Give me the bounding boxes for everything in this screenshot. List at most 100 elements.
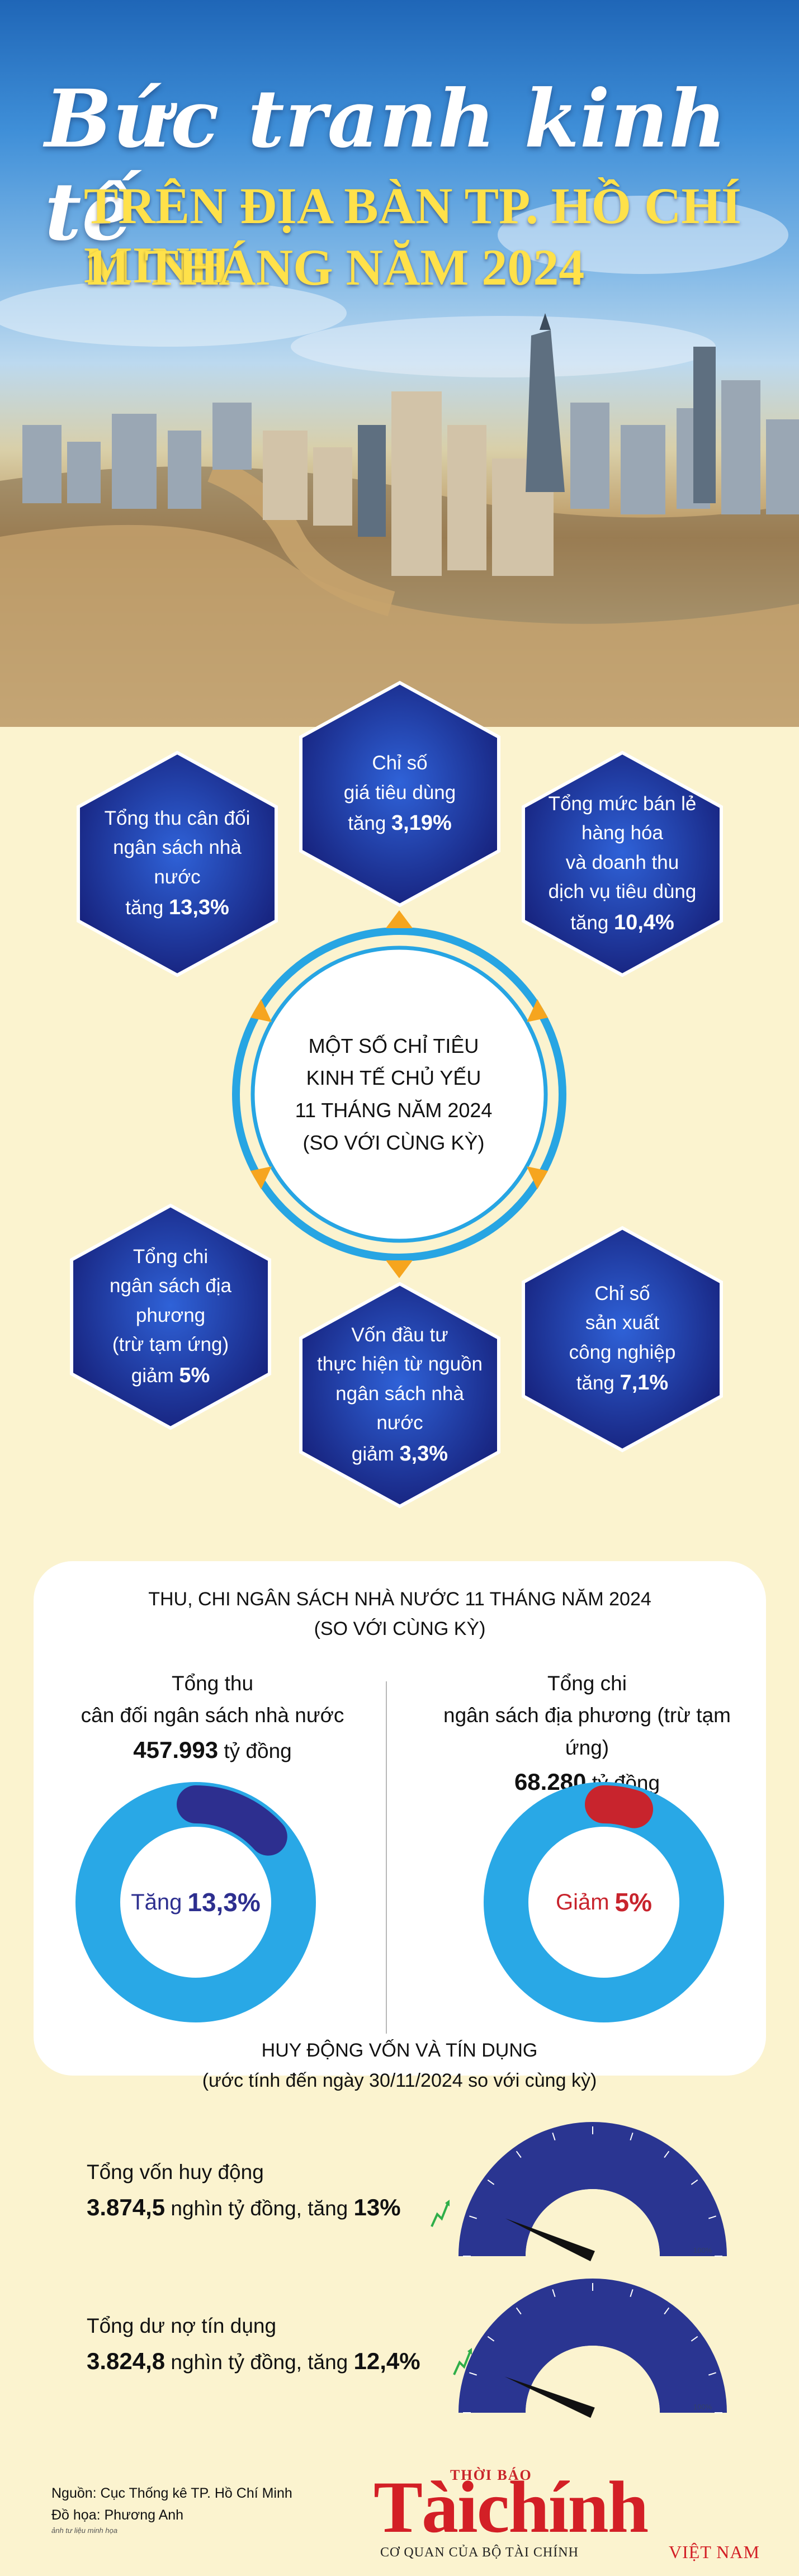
mobilized-gauge-tick	[708, 2215, 716, 2219]
loans-gauge-tick	[630, 2289, 633, 2297]
spending-donut: Giảm 5%	[475, 1774, 732, 2031]
hex-retail-line-1: Tổng mức bán lẻ	[548, 792, 697, 815]
hex-retail-line-3: và doanh thu	[565, 851, 679, 873]
hex-revenue-prefix: tăng	[125, 897, 164, 919]
revenue-label: Tổng thu cân đối ngân sách nhà nước 457.…	[56, 1667, 369, 1768]
mobilized-gauge-tick	[469, 2215, 477, 2219]
budget-title-line-1: THU, CHI NGÂN SÁCH NHÀ NƯỚC 11 THÁNG NĂM…	[148, 1589, 651, 1610]
hex-spending-line-2: ngân sách địa phương	[110, 1275, 231, 1326]
loans-unit: nghìn tỷ đồng, tăng	[171, 2351, 348, 2374]
hex-industry: Chỉ số sản xuất công nghiệp tăng 7,1%	[513, 1225, 731, 1454]
loans-gauge-tick	[664, 2307, 670, 2315]
revenue-change-value: 13,3%	[187, 1888, 261, 1917]
mobilized-change: 13%	[353, 2194, 401, 2221]
mobilized-gauge-tick	[691, 2179, 698, 2185]
indicator-ring	[232, 910, 566, 1278]
center-line-1: MỘT SỐ CHỈ TIÊU	[308, 1034, 479, 1057]
city-skyline-illustration	[0, 196, 799, 727]
loans-gauge-needle	[504, 2376, 595, 2418]
loans-label: Tổng dư nợ tín dụng	[87, 2314, 277, 2337]
center-line-3: 11 THÁNG NĂM 2024	[295, 1099, 493, 1122]
loans-gauge-tick	[552, 2289, 556, 2297]
hex-industry-prefix: tăng	[576, 1372, 614, 1395]
spending-donut-segment	[585, 1785, 654, 1828]
hex-investment-prefix: giảm	[351, 1443, 394, 1465]
mobilized-gauge-tick	[664, 2150, 670, 2158]
publisher-logo-sub: CƠ QUAN CỦA BỘ TÀI CHÍNH	[380, 2545, 579, 2560]
mobilized-gauge-tick	[630, 2133, 633, 2140]
arrow-upleft-icon	[250, 999, 272, 1022]
hex-investment-value: 3,3%	[399, 1441, 448, 1466]
budget-panel: THU, CHI NGÂN SÁCH NHÀ NƯỚC 11 THÁNG NĂM…	[34, 1561, 766, 2076]
arrow-up-icon	[386, 910, 413, 928]
hex-spending-line-3: (trừ tạm ứng)	[112, 1334, 229, 1355]
publisher-logo-vn: VIỆT NAM	[669, 2542, 760, 2562]
revenue-donut-segment	[177, 1785, 287, 1856]
loans-scale-max: 100%	[693, 2403, 712, 2411]
arrow-downleft-icon	[250, 1166, 272, 1189]
hex-retail-value: 10,4%	[614, 910, 674, 934]
loans-change: 12,4%	[353, 2348, 420, 2375]
center-line-2: KINH TẾ CHỦ YẾU	[306, 1066, 481, 1090]
hex-cpi-value: 3,19%	[391, 811, 452, 835]
budget-title: THU, CHI NGÂN SÁCH NHÀ NƯỚC 11 THÁNG NĂM…	[34, 1585, 766, 1643]
source-text: Nguồn: Cục Thống kê TP. Hồ Chí Minh	[51, 2485, 292, 2501]
revenue-donut: Tăng 13,3%	[67, 1774, 324, 2031]
mobilized-gauge-needle	[505, 2218, 595, 2262]
mobilized-gauge-tick	[487, 2179, 495, 2185]
revenue-label-line-1: Tổng thu	[171, 1672, 254, 1695]
revenue-amount: 457.993	[133, 1736, 219, 1763]
hex-cpi-line-2: giá tiêu dùng	[343, 781, 456, 803]
hex-spending-line-1: Tổng chi	[133, 1245, 209, 1268]
hex-cpi: Chỉ số giá tiêu dùng tăng 3,19%	[291, 679, 509, 909]
photo-credit: ảnh tư liệu minh họa	[51, 2526, 118, 2535]
hex-revenue-line-1: Tổng thu cân đối	[104, 807, 250, 829]
spending-change-value: 5%	[614, 1888, 653, 1917]
spending-label-line-2: ngân sách địa phương (trừ tạm ứng)	[443, 1704, 731, 1759]
hex-industry-value: 7,1%	[620, 1371, 669, 1395]
publisher-logo-top: THỜI BÁO	[450, 2467, 532, 2483]
hex-revenue-value: 13,3%	[169, 896, 229, 920]
title-script: Bức tranh kinh tế	[45, 73, 727, 258]
revenue-change-prefix: Tăng	[131, 1889, 182, 1915]
center-label: MỘT SỐ CHỈ TIÊU KINH TẾ CHỦ YẾU 11 THÁNG…	[223, 923, 565, 1265]
column-divider	[386, 1681, 387, 2034]
revenue-label-line-2: cân đối ngân sách nhà nước	[81, 1704, 344, 1727]
hex-spending-value: 5%	[179, 1363, 210, 1387]
loans-gauge-tick	[691, 2336, 698, 2342]
hex-retail-prefix: tăng	[570, 911, 609, 934]
loans-gauge-tick	[469, 2372, 477, 2376]
hex-investment-line-2: thực hiện từ nguồn	[317, 1353, 483, 1375]
mobilized-text: Tổng vốn huy động 3.874,5 nghìn tỷ đồng,…	[87, 2156, 401, 2226]
spending-label: Tổng chi ngân sách địa phương (trừ tạm ứ…	[431, 1667, 744, 1800]
title-line-2: 11 THÁNG NĂM 2024	[84, 239, 585, 296]
hex-cpi-line-1: Chỉ số	[372, 752, 428, 774]
mobilized-gauge-tick	[516, 2150, 522, 2158]
hero-banner: Bức tranh kinh tế TRÊN ĐỊA BÀN TP. HỒ CH…	[0, 0, 799, 727]
source-note: Nguồn: Cục Thống kê TP. Hồ Chí Minh Đồ h…	[51, 2483, 292, 2526]
hex-budget-revenue: Tổng thu cân đối ngân sách nhà nước tăng…	[68, 749, 286, 979]
loans-gauge-tick	[516, 2307, 522, 2315]
mobilized-unit: nghìn tỷ đồng, tăng	[171, 2197, 348, 2220]
publisher-logo: Tàichính	[374, 2466, 649, 2548]
hex-revenue-line-2: ngân sách nhà nước	[113, 836, 242, 888]
hex-local-spending: Tổng chi ngân sách địa phương (trừ tạm ứ…	[62, 1202, 280, 1431]
trend-up-icon	[431, 2200, 450, 2227]
credit-title-line-1: HUY ĐỘNG VỐN VÀ TÍN DỤNG	[261, 2040, 538, 2061]
loans-text: Tổng dư nợ tín dụng 3.824,8 nghìn tỷ đồn…	[87, 2309, 420, 2380]
arrow-upright-icon	[527, 999, 548, 1022]
hex-industry-line-2: sản xuất	[585, 1312, 660, 1334]
arrow-downright-icon	[527, 1166, 548, 1189]
loans-gauge-tick	[487, 2336, 495, 2342]
hex-retail-line-2: hàng hóa	[581, 822, 663, 844]
loans-gauge-tick	[708, 2372, 716, 2376]
mobilized-amount: 3.874,5	[87, 2194, 166, 2221]
hex-retail-line-4: dịch vụ tiêu dùng	[548, 881, 697, 902]
hex-investment: Vốn đầu tư thực hiện từ nguồn ngân sách …	[291, 1280, 509, 1510]
mobilized-label: Tổng vốn huy động	[87, 2161, 264, 2183]
revenue-unit: tỷ đồng	[224, 1739, 292, 1762]
mobilized-scale-max: 100%	[693, 2246, 712, 2254]
trend-up-icon	[453, 2348, 472, 2375]
mobilized-gauge-tick	[552, 2133, 556, 2140]
arrow-down-icon	[386, 1260, 413, 1278]
